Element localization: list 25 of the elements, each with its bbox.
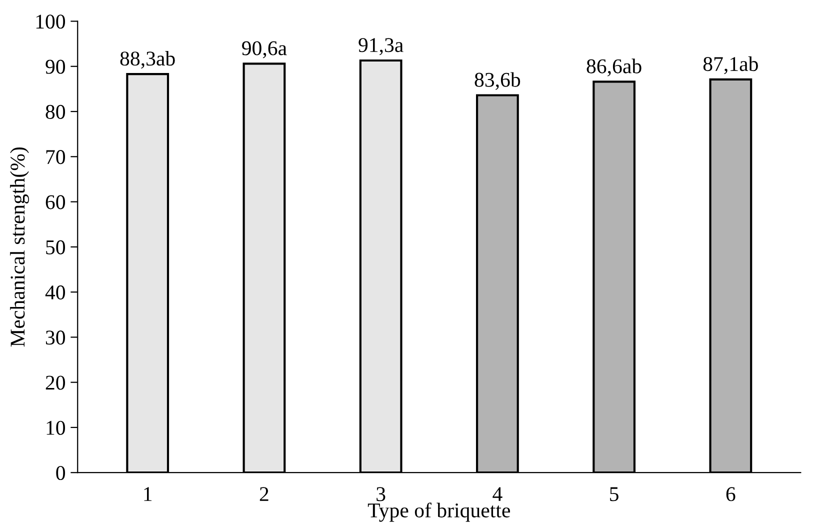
data-label: 83,6b xyxy=(474,72,520,90)
y-tick-label: 100 xyxy=(36,14,66,29)
y-tick-label: 40 xyxy=(45,285,66,300)
data-label: 90,6a xyxy=(242,41,287,58)
x-tick-label: 2 xyxy=(260,487,268,501)
data-label: 91,3a xyxy=(358,38,404,56)
data-label: 87,1ab xyxy=(703,56,758,74)
y-tick-label: 50 xyxy=(46,240,66,254)
data-label: 86,6ab xyxy=(586,58,642,76)
y-axis-title: Mechanical strength(%) xyxy=(10,147,30,347)
y-tick-label: 10 xyxy=(46,420,66,435)
y-tick-label: 30 xyxy=(46,330,66,345)
x-tick-label: 1 xyxy=(144,487,152,501)
x-tick-label: 5 xyxy=(610,487,618,502)
y-tick-label: 70 xyxy=(46,150,66,164)
y-tick-label: 20 xyxy=(46,376,66,390)
data-label: 88,3ab xyxy=(120,50,175,69)
y-tick-label: 90 xyxy=(46,60,66,74)
y-tick-label: 60 xyxy=(46,195,66,210)
x-tick-label: 3 xyxy=(376,487,386,502)
x-tick-label: 4 xyxy=(492,487,502,501)
x-axis-title: Type of briquette xyxy=(368,502,510,522)
x-tick-label: 6 xyxy=(726,487,736,502)
y-tick-label: 80 xyxy=(46,104,66,119)
y-tick-label: 0 xyxy=(56,466,66,480)
